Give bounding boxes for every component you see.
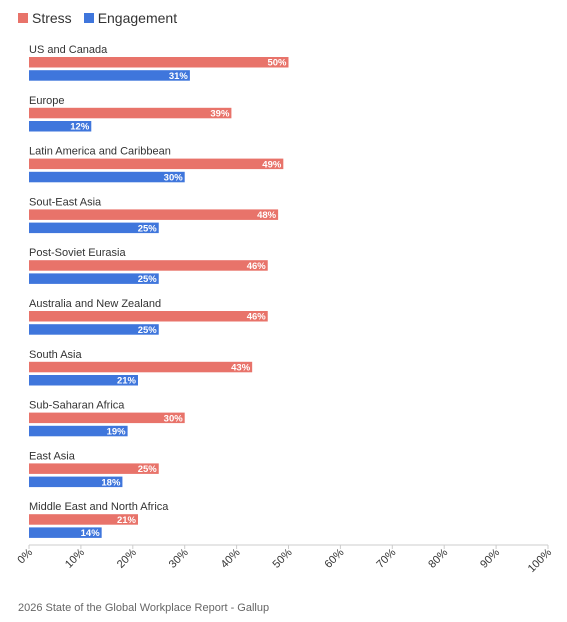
x-tick-label-3: 30% [167, 546, 191, 570]
category-label-australia-and-new-zealand: Australia and New Zealand [29, 298, 161, 310]
x-tick-label-5: 50% [271, 546, 295, 570]
bar-stress-east-asia [29, 463, 159, 474]
bar-stress-europe [29, 107, 232, 119]
bar-stress-australia-and-new-zealand [29, 311, 268, 322]
category-label-latin-america-and-caribbean: Latin America and Caribbean [29, 146, 171, 158]
bar-engagement-europe [29, 121, 92, 132]
category-label-east-asia: East Asia [29, 450, 76, 462]
data-label-stress-sub-saharan-africa: 30% [164, 413, 184, 424]
x-tick-label-2: 20% [115, 546, 139, 570]
bar-engagement-sub-saharan-africa [29, 425, 128, 437]
bar-engagement-australia-and-new-zealand [29, 324, 159, 335]
data-label-engagement-middle-east-and-north-africa: 14% [81, 528, 101, 539]
data-label-engagement-east-asia: 18% [101, 477, 121, 488]
data-label-stress-europe: 39% [210, 109, 230, 120]
bar-engagement-east-asia [29, 476, 123, 488]
data-label-engagement-australia-and-new-zealand: 25% [138, 325, 158, 336]
data-label-engagement-sub-saharan-africa: 19% [107, 427, 127, 438]
data-label-stress-australia-and-new-zealand: 46% [247, 312, 267, 323]
legend-item-engagement[interactable]: Engagement [83, 10, 178, 26]
legend-item-stress[interactable]: Stress [18, 10, 72, 26]
bar-stress-south-asia [29, 361, 253, 373]
x-tick-label-7: 70% [374, 546, 398, 570]
bar-engagement-middle-east-and-north-africa [29, 527, 102, 538]
bar-engagement-south-asia [29, 375, 138, 386]
bar-engagement-sout-east-asia [29, 222, 159, 234]
x-tick-label-1: 10% [63, 546, 87, 570]
data-label-engagement-europe: 12% [70, 122, 90, 133]
bar-stress-us-and-canada [29, 57, 289, 68]
category-label-europe: Europe [29, 95, 64, 107]
x-tick-label-8: 80% [426, 546, 450, 570]
category-label-middle-east-and-north-africa: Middle East and North Africa [29, 501, 169, 513]
x-tick-label-10: 100% [526, 546, 555, 575]
bar-stress-middle-east-and-north-africa [29, 514, 138, 525]
bar-chart: US and Canada 50% 31% Europe 39% 12% Latin Ame… [15, 44, 555, 575]
x-tick-label-9: 90% [478, 546, 502, 570]
data-label-stress-south-asia: 43% [231, 363, 251, 374]
bar-engagement-post-soviet-eurasia [29, 273, 159, 284]
data-label-engagement-post-soviet-eurasia: 25% [138, 274, 158, 285]
data-label-engagement-us-and-canada: 31% [169, 71, 189, 82]
bar-engagement-latin-america-and-caribbean [29, 171, 185, 183]
bar-stress-sout-east-asia [29, 209, 279, 220]
data-label-stress-sout-east-asia: 48% [257, 210, 277, 221]
bar-stress-sub-saharan-africa [29, 412, 185, 424]
bar-stress-latin-america-and-caribbean [29, 158, 284, 170]
legend-label-engagement: Engagement [97, 10, 178, 26]
bar-engagement-us-and-canada [29, 70, 190, 81]
data-label-engagement-south-asia: 21% [117, 376, 137, 387]
category-label-post-soviet-eurasia: Post-Soviet Eurasia [29, 247, 126, 259]
category-label-us-and-canada: US and Canada [29, 44, 108, 56]
data-label-stress-latin-america-and-caribbean: 49% [262, 159, 282, 170]
x-tick-label-4: 40% [219, 546, 243, 570]
chart-legend: Stress Engagement [18, 10, 189, 26]
data-label-stress-east-asia: 25% [138, 464, 158, 475]
data-label-engagement-sout-east-asia: 25% [138, 223, 158, 234]
data-label-stress-post-soviet-eurasia: 46% [247, 261, 267, 272]
category-label-sout-east-asia: Sout-East Asia [29, 196, 102, 208]
data-label-stress-us-and-canada: 50% [267, 58, 287, 69]
category-label-sub-saharan-africa: Sub-Saharan Africa [29, 400, 125, 412]
legend-label-stress: Stress [32, 10, 72, 26]
data-label-stress-middle-east-and-north-africa: 21% [117, 515, 137, 526]
x-tick-label-0: 0% [15, 546, 35, 566]
legend-swatch-stress [18, 13, 28, 23]
category-label-south-asia: South Asia [29, 349, 82, 361]
legend-swatch-engagement [83, 13, 94, 23]
x-tick-label-6: 60% [322, 546, 346, 570]
bar-stress-post-soviet-eurasia [29, 260, 268, 271]
source-note: 2026 State of the Global Workplace Repor… [18, 602, 270, 614]
data-label-engagement-latin-america-and-caribbean: 30% [164, 173, 184, 184]
